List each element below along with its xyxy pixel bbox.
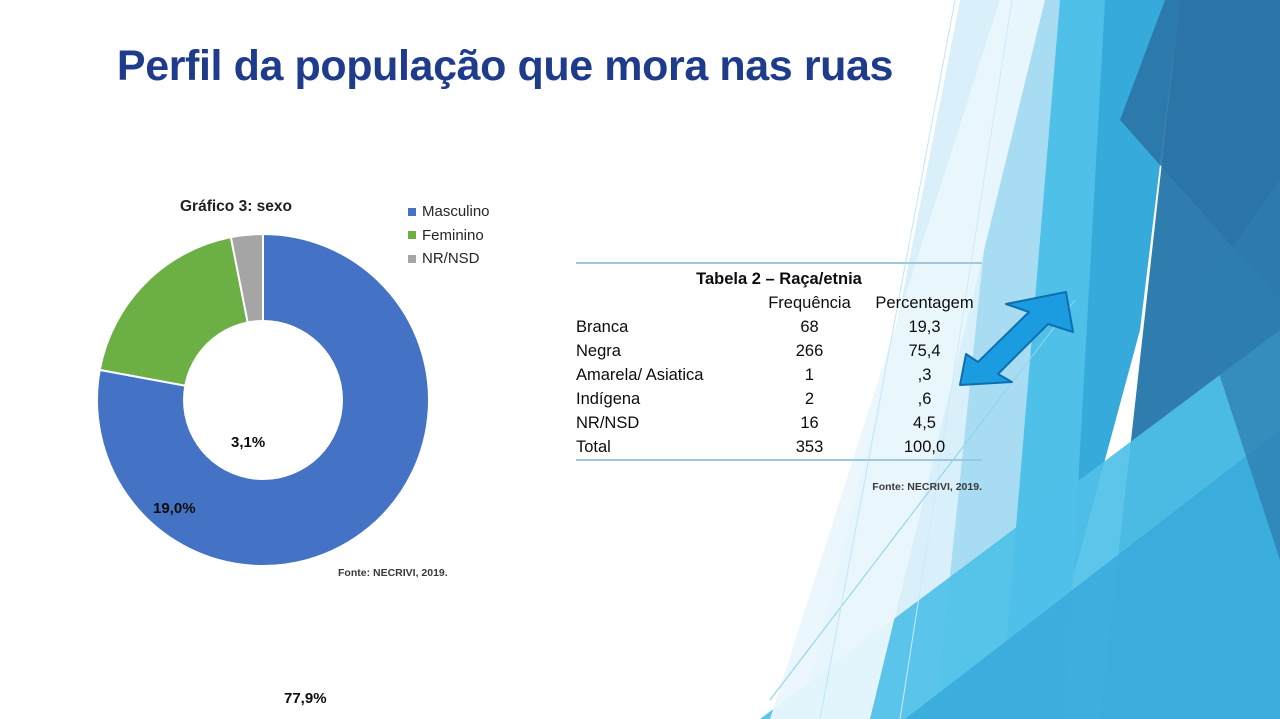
legend-swatch-nrnsd <box>408 254 416 263</box>
donut-value-label-masculino: 77,9% <box>284 690 327 707</box>
legend-item-masculino[interactable]: Masculino <box>408 200 528 224</box>
row-percentagem: 100,0 <box>903 438 946 456</box>
table-source-note: Fonte: NECRIVI, 2019. <box>872 481 982 493</box>
row-label: NR/NSD <box>576 414 640 432</box>
row-percentagem: ,3 <box>917 366 932 384</box>
row-label: Branca <box>576 318 629 336</box>
table-header-label <box>576 291 752 315</box>
row-frequencia: 2 <box>804 390 815 408</box>
raca-etnia-table-panel: Tabela 2 – Raça/etnia Frequência Percent… <box>576 262 982 493</box>
legend-item-nrnsd[interactable]: NR/NSD <box>408 247 528 271</box>
table-row: NR/NSD 16 4,5 <box>576 411 982 435</box>
chart-source-note: Fonte: NECRIVI, 2019. <box>338 567 448 579</box>
donut-hole <box>183 320 343 480</box>
raca-etnia-table: Frequência Percentagem Branca 68 19,3 Ne… <box>576 291 982 459</box>
chart-legend: Masculino Feminino NR/NSD <box>408 200 528 271</box>
legend-swatch-feminino <box>408 231 416 240</box>
table-top-rule <box>576 262 982 264</box>
row-frequencia: 16 <box>800 414 819 432</box>
legend-label-masculino: Masculino <box>422 203 490 221</box>
page-title: Perfil da população que mora nas ruas <box>116 42 894 90</box>
row-percentagem: 75,4 <box>908 342 941 360</box>
table-bottom-rule <box>576 459 982 461</box>
donut-chart: 77,9% 19,0% 3,1% <box>80 190 520 707</box>
legend-item-feminino[interactable]: Feminino <box>408 224 528 248</box>
donut-value-label-feminino: 19,0% <box>153 500 196 517</box>
row-label: Total <box>576 438 611 456</box>
highlight-arrow-icon <box>959 291 1074 386</box>
row-label: Negra <box>576 342 621 360</box>
row-frequencia: 1 <box>804 366 815 384</box>
row-frequencia: 266 <box>795 342 824 360</box>
row-label: Amarela/ Asiatica <box>576 366 704 384</box>
donut-chart-svg <box>96 232 430 567</box>
row-label: Indígena <box>576 390 641 408</box>
legend-label-nrnsd: NR/NSD <box>422 250 480 268</box>
table-header-row: Frequência Percentagem <box>576 291 982 315</box>
row-percentagem: 4,5 <box>913 414 936 432</box>
sex-donut-chart-panel: Gráfico 3: sexo Masculino Feminino NR/NS… <box>80 190 520 707</box>
table-row: Indígena 2 ,6 <box>576 387 982 411</box>
table-row-total: Total 353 100,0 <box>576 435 982 459</box>
table-caption: Tabela 2 – Raça/etnia <box>696 270 862 288</box>
row-percentagem: 19,3 <box>908 318 941 336</box>
table-row: Branca 68 19,3 <box>576 315 982 339</box>
table-header-percentagem: Percentagem <box>875 294 974 312</box>
table-row: Negra 266 75,4 <box>576 339 982 363</box>
row-frequencia: 68 <box>800 318 819 336</box>
legend-swatch-masculino <box>408 207 416 216</box>
legend-label-feminino: Feminino <box>422 226 484 244</box>
chart-title: Gráfico 3: sexo <box>180 198 292 215</box>
table-row: Amarela/ Asiatica 1 ,3 <box>576 363 982 387</box>
donut-slice-masculino[interactable] <box>96 232 430 567</box>
donut-value-label-nrnsd: 3,1% <box>231 434 266 451</box>
row-percentagem: ,6 <box>917 390 932 408</box>
row-frequencia: 353 <box>795 438 824 456</box>
table-header-frequencia: Frequência <box>768 294 851 312</box>
